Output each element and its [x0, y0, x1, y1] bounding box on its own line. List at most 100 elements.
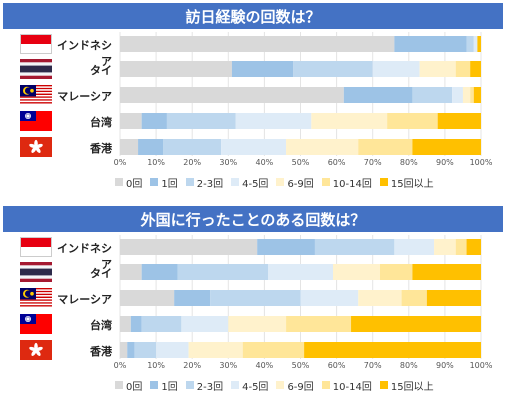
legend-swatch — [321, 178, 330, 186]
legend-swatch — [276, 178, 285, 186]
bar-segment — [394, 239, 435, 255]
legend-swatch — [115, 178, 123, 186]
legend-label: 2-3回 — [196, 381, 224, 393]
legend: 0回 1回 2-3回 4-5回 6-9回 10-14回 15回以上 — [115, 175, 485, 190]
bar-segment — [434, 239, 456, 255]
bar-segment — [358, 139, 413, 155]
bar-segment — [141, 264, 178, 280]
category-label: 香港 — [90, 345, 112, 358]
bar-segment — [221, 139, 287, 155]
legend-item: 1回 — [150, 378, 178, 393]
category-label: 台湾 — [90, 319, 112, 332]
bar-segment — [134, 342, 157, 358]
bar-segment — [300, 290, 359, 306]
legend-swatch — [185, 381, 194, 389]
bar-segment — [120, 113, 142, 129]
x-tick-label: 20% — [183, 361, 201, 370]
category-label: マレーシア — [57, 293, 112, 306]
bar-segment — [181, 316, 229, 332]
bar-segment — [235, 113, 312, 129]
bar-segment — [466, 36, 474, 52]
legend-swatch — [321, 381, 330, 389]
bar-segment — [419, 61, 456, 77]
legend-swatch — [231, 178, 240, 186]
bar-segment — [304, 342, 481, 358]
bar-segment — [120, 290, 175, 306]
x-tick-label: 80% — [400, 158, 418, 167]
x-tick-label: 50% — [292, 361, 310, 370]
bar-segment — [130, 316, 142, 332]
legend-item: 0回 — [115, 175, 142, 190]
legend-swatch — [276, 381, 285, 389]
bar-segment — [120, 264, 142, 280]
legend-item: 15回以上 — [379, 175, 434, 190]
legend-label: 10-14回 — [332, 381, 372, 393]
bar-segment — [401, 290, 427, 306]
malaysia-flag-icon — [20, 85, 52, 105]
bar-segment — [394, 36, 467, 52]
legend-label: 15回以上 — [390, 381, 434, 393]
bar-segment — [120, 139, 139, 155]
bar-segment — [452, 87, 463, 103]
x-tick-label: 50% — [292, 158, 310, 167]
x-tick-label: 20% — [183, 158, 201, 167]
category-label: インドネシア — [57, 39, 112, 68]
bar-segment — [477, 36, 481, 52]
indonesia-flag-icon — [20, 34, 52, 54]
chart-title: 訪日経験の回数は？ — [3, 3, 503, 29]
chart-title: 外国に行ったことのある回数は？ — [3, 206, 503, 232]
bar-segment — [379, 264, 413, 280]
legend-label: 6-9回 — [287, 178, 314, 190]
x-tick-label: 60% — [328, 361, 346, 370]
legend-label: 1回 — [161, 178, 178, 190]
bar-segment — [141, 113, 167, 129]
hongkong-flag-icon — [20, 340, 52, 360]
x-tick-label: 60% — [328, 158, 346, 167]
bar-segment — [332, 264, 380, 280]
bar-segment — [412, 139, 481, 155]
legend-label: 4-5回 — [242, 178, 269, 190]
bar-segment — [242, 342, 305, 358]
category-label: 香港 — [90, 142, 112, 155]
bar-segment — [293, 61, 373, 77]
bar-segment — [166, 113, 236, 129]
bar-segment — [351, 316, 481, 332]
bar-segment — [462, 87, 471, 103]
category-label: マレーシア — [57, 90, 112, 103]
bar-segment — [473, 87, 481, 103]
legend-item: 6-9回 — [276, 378, 314, 393]
bar-segment — [156, 342, 189, 358]
bar-segment — [257, 239, 315, 255]
legend-item: 4-5回 — [231, 175, 268, 190]
bar-segment — [426, 290, 481, 306]
legend-item: 1回 — [150, 175, 178, 190]
legend-swatch — [231, 381, 240, 389]
bar-segment — [210, 290, 301, 306]
taiwan-flag-icon — [20, 111, 52, 131]
x-tick-label: 40% — [256, 361, 274, 370]
bar-segment — [120, 239, 258, 255]
hongkong-flag-icon — [20, 137, 52, 157]
bar-segment — [314, 239, 395, 255]
legend-item: 10-14回 — [321, 175, 372, 190]
legend-item: 6-9回 — [276, 175, 314, 190]
legend-swatch — [115, 381, 123, 389]
legend-item: 15回以上 — [379, 378, 434, 393]
legend-label: 10-14回 — [332, 178, 372, 190]
legend-item: 0回 — [115, 378, 142, 393]
legend-item: 2-3回 — [185, 378, 224, 393]
legend-swatch — [150, 381, 159, 389]
legend-label: 4-5回 — [242, 381, 269, 393]
legend-label: 6-9回 — [287, 381, 314, 393]
x-tick-label: 0% — [114, 361, 127, 370]
bar-segment — [343, 87, 413, 103]
x-tick-label: 40% — [256, 158, 274, 167]
chart-panel-visits-abroad: 外国に行ったことのある回数は？ 0% 10% 20% 30% 40% 50% 60% 70% 8… — [0, 203, 508, 400]
bar-segment — [228, 316, 287, 332]
bar-segment — [286, 316, 352, 332]
bar-segment — [470, 87, 474, 103]
x-tick-label: 90% — [436, 158, 454, 167]
legend-swatch — [379, 381, 388, 389]
bar-segment — [372, 61, 420, 77]
bar-segment — [455, 61, 471, 77]
